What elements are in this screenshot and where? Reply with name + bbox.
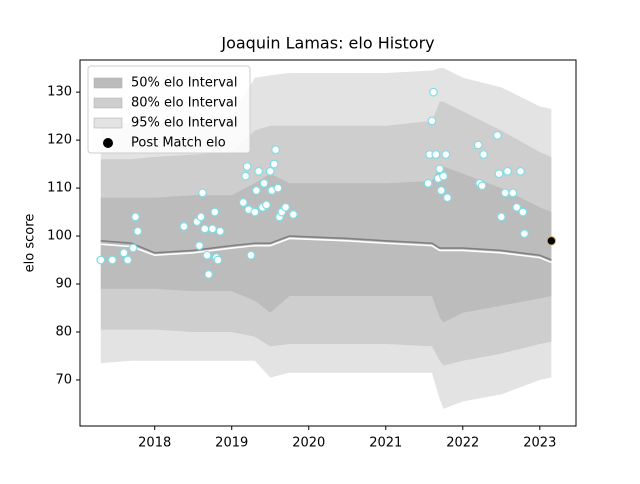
- legend-swatch: [93, 77, 123, 89]
- match-point: [519, 229, 529, 239]
- match-point: [288, 210, 298, 219]
- interval-band: [100, 166, 552, 323]
- match-point: [503, 166, 512, 176]
- match-point: [96, 255, 106, 265]
- y-tick-label: 130: [47, 85, 72, 100]
- match-point: [423, 178, 433, 188]
- match-point: [479, 150, 488, 159]
- match-point: [119, 248, 129, 258]
- match-point: [442, 193, 452, 203]
- chart-title: Joaquin Lamas: elo History: [220, 34, 434, 53]
- match-point: [427, 116, 437, 126]
- x-tick-label: 2022: [446, 436, 479, 451]
- match-point: [194, 241, 204, 251]
- match-point: [242, 162, 252, 171]
- match-point: [250, 207, 260, 217]
- x-tick-label: 2021: [369, 436, 402, 451]
- match-point: [518, 207, 528, 217]
- legend-swatch: [93, 97, 123, 109]
- match-point: [269, 159, 279, 169]
- match-point: [254, 166, 264, 176]
- plot-frame: [79, 59, 577, 427]
- post-match-point: [546, 236, 557, 246]
- match-point: [179, 222, 189, 231]
- match-point: [508, 188, 518, 198]
- match-point: [493, 130, 502, 140]
- match-point: [431, 150, 441, 159]
- match-point: [215, 226, 225, 236]
- match-point: [246, 250, 256, 260]
- y-tick-label: 90: [55, 277, 72, 292]
- elo-line: [100, 235, 552, 261]
- match-point: [512, 202, 522, 212]
- match-point: [251, 186, 261, 195]
- legend-label: 95% elo Interval: [131, 116, 238, 131]
- match-point: [204, 270, 214, 279]
- legend-label: 80% elo Interval: [131, 96, 238, 111]
- match-point: [259, 178, 269, 188]
- y-tick-label: 110: [47, 181, 72, 196]
- match-point: [123, 255, 133, 265]
- match-point: [198, 188, 207, 198]
- x-tick-label: 2023: [523, 436, 556, 451]
- y-tick-label: 100: [47, 229, 72, 244]
- match-point: [477, 181, 487, 191]
- match-point: [261, 200, 271, 210]
- y-tick-label: 80: [55, 324, 72, 339]
- y-axis-label: elo score: [23, 214, 38, 273]
- match-point: [271, 145, 281, 155]
- x-tick-label: 2020: [292, 436, 325, 451]
- match-point: [473, 140, 483, 150]
- legend-box: [87, 65, 251, 154]
- match-point: [429, 87, 438, 97]
- legend-swatch: [93, 117, 123, 129]
- match-point: [210, 207, 220, 217]
- match-point: [202, 250, 212, 260]
- match-point: [128, 243, 138, 253]
- match-point: [196, 212, 206, 222]
- y-tick-label: 120: [47, 133, 72, 148]
- match-point: [516, 166, 525, 176]
- match-point: [241, 171, 250, 181]
- legend-marker: [103, 138, 113, 148]
- match-point: [435, 164, 445, 174]
- match-point: [107, 255, 117, 265]
- match-point: [213, 255, 223, 265]
- match-point: [436, 186, 446, 195]
- match-point: [238, 198, 248, 207]
- legend-label: Post Match elo: [131, 136, 226, 151]
- legend-label: 50% elo Interval: [131, 76, 238, 91]
- match-point: [133, 226, 143, 236]
- match-point: [500, 188, 510, 198]
- x-tick-label: 2019: [215, 436, 248, 451]
- match-point: [131, 212, 140, 222]
- match-point: [208, 224, 217, 234]
- match-point: [200, 224, 210, 234]
- match-point: [439, 171, 448, 181]
- match-point: [281, 202, 291, 212]
- x-tick-label: 2018: [138, 436, 171, 451]
- match-point: [494, 169, 504, 179]
- match-point: [496, 212, 506, 222]
- elo-line: [100, 237, 552, 264]
- y-tick-label: 70: [55, 372, 72, 387]
- match-point: [441, 150, 451, 159]
- match-point: [265, 166, 275, 176]
- match-point: [273, 183, 283, 193]
